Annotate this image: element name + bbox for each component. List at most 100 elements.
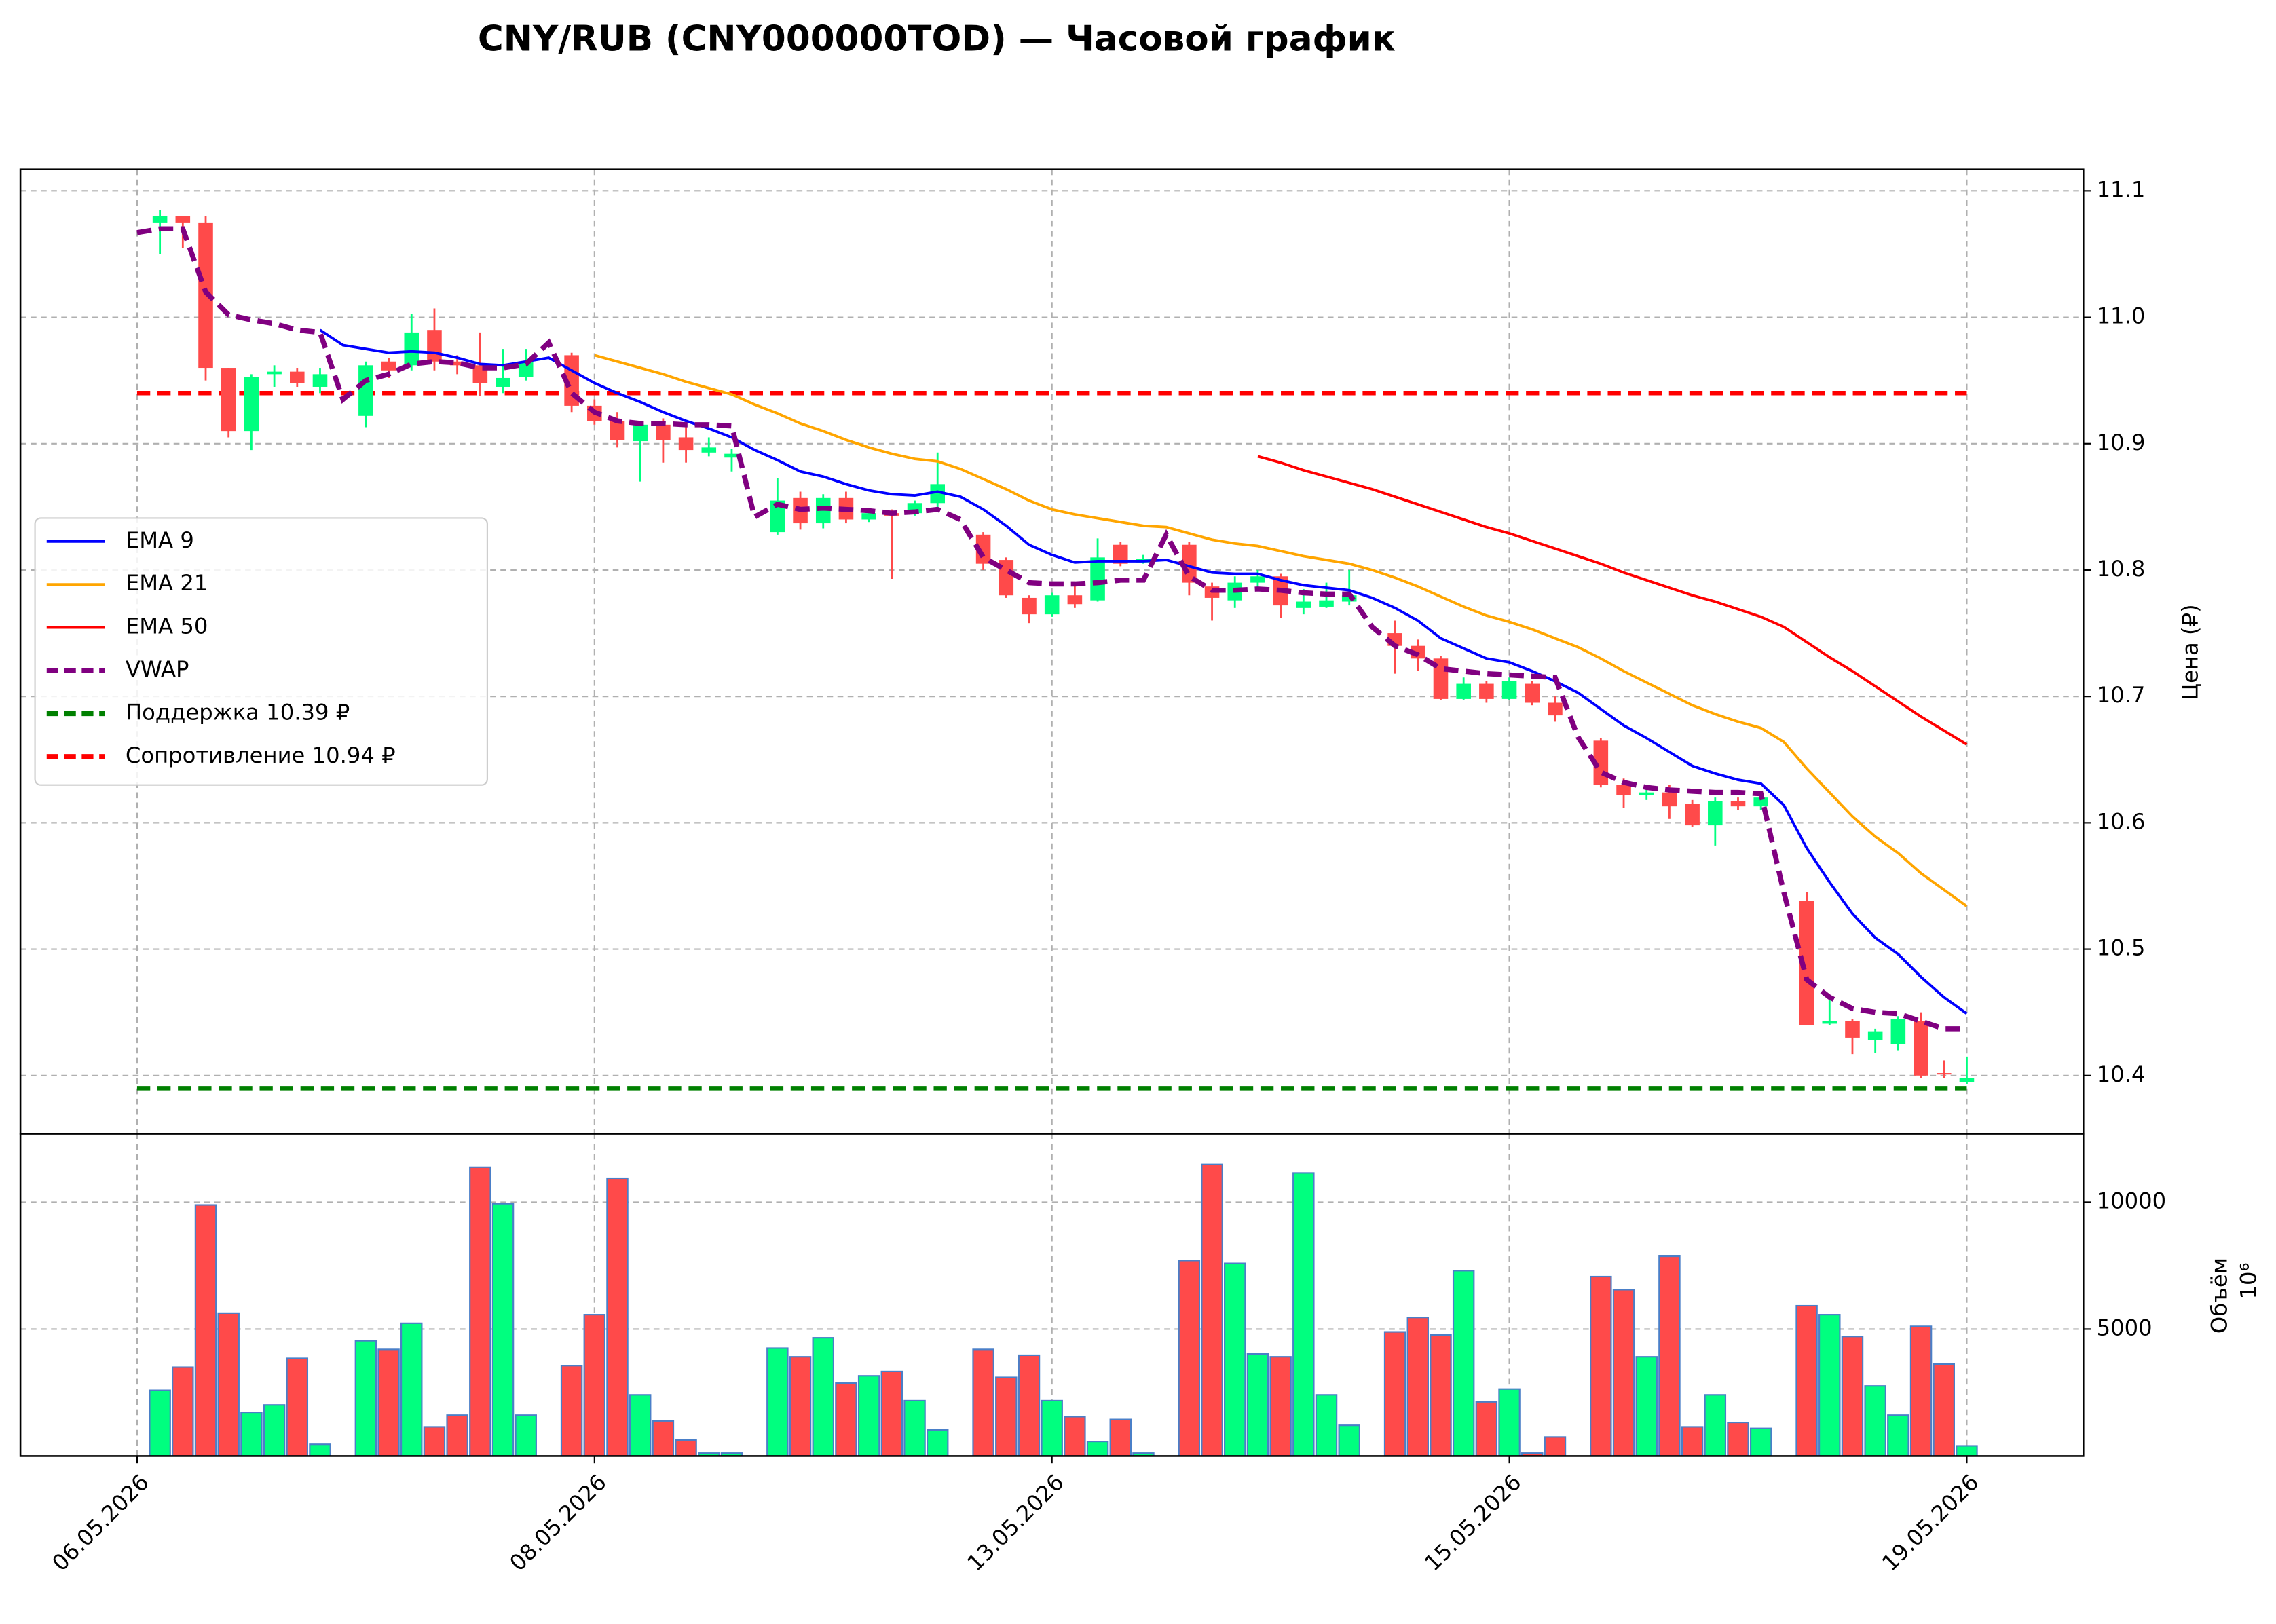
volume-bar <box>1383 1331 1406 1457</box>
volume-axis-label: Объём <box>2206 1258 2232 1334</box>
volume-bar <box>1292 1172 1315 1457</box>
candle-body <box>1113 544 1128 564</box>
candle-body <box>518 361 534 377</box>
volume-bar <box>217 1312 240 1457</box>
volume-bar <box>1475 1401 1498 1457</box>
legend-label: Сопротивление 10.94 ₽ <box>126 742 396 768</box>
candle-body <box>701 447 717 453</box>
candle-body <box>221 368 236 432</box>
volume-bar <box>675 1439 697 1457</box>
y-tick-label: 10.9 <box>2097 430 2146 455</box>
volume-bar <box>1681 1426 1704 1457</box>
volume-bar <box>1064 1416 1086 1457</box>
volume-bar <box>240 1412 263 1457</box>
volume-bar <box>1933 1363 1955 1457</box>
candle-body <box>1936 1073 1952 1075</box>
volume-bar <box>903 1399 926 1457</box>
legend-box <box>34 517 488 786</box>
volume-bar <box>880 1370 903 1457</box>
volume-bar <box>149 1389 171 1457</box>
volume-bar <box>766 1347 789 1457</box>
volume-bar <box>583 1314 606 1457</box>
candle-body <box>656 424 671 440</box>
candle-body <box>358 365 373 416</box>
volume-bar <box>354 1340 377 1457</box>
volume-bar <box>1086 1441 1109 1457</box>
candle-body <box>1914 1021 1928 1076</box>
volume-bar <box>263 1404 286 1457</box>
volume-bar <box>812 1337 834 1457</box>
candle-body <box>1822 1021 1837 1024</box>
candle-body <box>175 216 191 223</box>
candle-body <box>1479 683 1494 699</box>
legend-label: EMA 9 <box>126 527 194 553</box>
volume-bar <box>377 1348 400 1457</box>
volume-bar <box>789 1356 812 1457</box>
volume-bar <box>1406 1317 1430 1457</box>
candle-body <box>404 332 419 366</box>
volume-bar <box>469 1166 491 1457</box>
candle-body <box>1067 595 1083 605</box>
volume-bar <box>1109 1418 1132 1457</box>
volume-bar <box>1018 1354 1041 1457</box>
volume-frame <box>19 1133 2085 1457</box>
candle-body <box>975 534 991 564</box>
volume-bar <box>423 1426 446 1457</box>
indicator-line <box>319 328 1968 1015</box>
y-tick-label: 10.8 <box>2097 556 2146 582</box>
candle-body <box>1845 1021 1860 1038</box>
candle-body <box>633 424 648 442</box>
volume-bar <box>995 1376 1018 1457</box>
volume-bar <box>1635 1356 1658 1457</box>
candle-body <box>1250 576 1265 583</box>
candle-body <box>1730 801 1746 807</box>
candle-body <box>152 216 168 223</box>
candle-body <box>381 361 396 371</box>
candle-body <box>1799 901 1814 1025</box>
volume-bar <box>1201 1163 1223 1457</box>
volume-bar <box>1727 1421 1749 1457</box>
volume-bar <box>926 1429 949 1457</box>
candle-body <box>449 361 465 366</box>
candle-body <box>1616 785 1631 795</box>
indicator-line <box>136 226 1967 1032</box>
candle-body <box>1044 595 1060 615</box>
volume-bar <box>1430 1334 1452 1457</box>
volume-bar <box>1224 1262 1246 1457</box>
candle-body <box>724 453 739 458</box>
volume-bar <box>1269 1356 1292 1457</box>
volume-bar <box>1544 1436 1567 1457</box>
candle-body <box>290 371 305 383</box>
candle-body <box>861 513 876 520</box>
volume-bar <box>1612 1289 1635 1457</box>
candle-body <box>267 371 282 375</box>
volume-bar <box>1452 1270 1475 1457</box>
volume-bar <box>515 1414 537 1457</box>
volume-bar <box>1956 1445 1978 1457</box>
y-tick-label: 11.0 <box>2097 303 2146 329</box>
y-axis-label: Цена (₽) <box>2177 604 2203 700</box>
y-tick-label: 10.7 <box>2097 682 2146 708</box>
volume-bar <box>857 1375 880 1457</box>
candle-body <box>1548 702 1563 716</box>
volume-bar <box>172 1366 194 1457</box>
y-tick-label: 10.5 <box>2097 935 2146 961</box>
legend: EMA 9 EMA 21 EMA 50 VWAP Поддержка 10.39 ₽ Со… <box>34 517 488 786</box>
volume-bar <box>1795 1304 1818 1457</box>
volume-offset-label: 10⁶ <box>2235 1263 2261 1300</box>
candle-body <box>930 484 946 504</box>
volume-bar <box>560 1365 583 1457</box>
y-tick-label: 11.1 <box>2097 176 2146 202</box>
legend-label: EMA 21 <box>126 570 208 596</box>
candle-body <box>1662 792 1677 807</box>
volume-bar <box>1498 1388 1521 1457</box>
candle-body <box>770 500 785 533</box>
volume-bar <box>606 1177 629 1457</box>
y-tick-label: 10.4 <box>2097 1061 2146 1087</box>
volume-bar <box>309 1443 331 1457</box>
volume-bar <box>1749 1427 1772 1457</box>
volume-bar <box>194 1204 217 1457</box>
volume-bar <box>972 1348 994 1457</box>
volume-bar <box>1338 1424 1360 1457</box>
